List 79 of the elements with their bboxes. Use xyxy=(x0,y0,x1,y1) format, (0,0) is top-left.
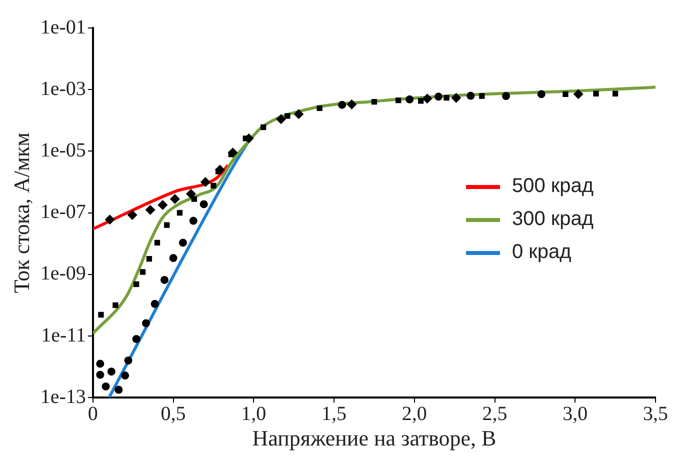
point xyxy=(260,124,266,130)
point xyxy=(284,113,290,119)
y-tick-label: 1e-07 xyxy=(40,201,86,224)
point xyxy=(145,204,156,215)
point xyxy=(96,370,104,379)
point xyxy=(406,95,414,104)
point xyxy=(107,368,116,376)
point xyxy=(112,302,118,308)
point xyxy=(466,92,475,100)
x-tick-label: 1,5 xyxy=(322,402,347,425)
point xyxy=(276,114,286,124)
point xyxy=(189,216,198,225)
point xyxy=(502,92,510,100)
point xyxy=(210,182,216,188)
point xyxy=(132,334,140,343)
point xyxy=(396,97,402,104)
point xyxy=(186,188,196,199)
y-tick-label: 1e-11 xyxy=(41,324,86,346)
point xyxy=(479,93,485,99)
point xyxy=(114,386,123,394)
point xyxy=(178,238,187,247)
line-series xyxy=(92,164,230,230)
point xyxy=(294,109,304,120)
point xyxy=(102,382,110,390)
point xyxy=(200,177,210,187)
x-axis-title: Напряжение на затворе, В xyxy=(252,426,496,451)
point xyxy=(612,90,618,96)
y-tick-label: 1e-13 xyxy=(40,386,86,408)
point xyxy=(104,214,115,225)
x-tick-label: 2,0 xyxy=(402,402,427,425)
line-series xyxy=(92,86,656,336)
point xyxy=(338,100,346,109)
point xyxy=(418,98,424,104)
y-tick-label: 1e-09 xyxy=(40,262,86,285)
x-tick-label: 3,5 xyxy=(643,402,668,425)
point xyxy=(121,372,130,380)
point xyxy=(191,196,198,202)
point xyxy=(169,254,178,262)
point xyxy=(451,92,462,103)
point xyxy=(142,319,150,328)
y-tick-label: 1e-05 xyxy=(40,139,86,162)
point xyxy=(150,300,159,308)
point xyxy=(127,210,138,220)
legend-label: 0 крад xyxy=(512,241,572,264)
x-tick-label: 2,5 xyxy=(482,402,508,425)
point xyxy=(164,222,170,228)
point xyxy=(346,99,357,110)
point xyxy=(158,200,168,210)
point xyxy=(573,89,584,100)
y-tick-label: 1e-01 xyxy=(40,16,86,38)
point xyxy=(593,90,599,96)
point xyxy=(422,94,432,104)
point xyxy=(134,281,140,288)
point xyxy=(96,360,104,368)
point xyxy=(228,148,238,158)
point xyxy=(200,200,208,208)
point xyxy=(124,356,132,365)
point xyxy=(170,194,180,204)
point xyxy=(98,312,104,318)
point xyxy=(444,95,450,101)
x-tick-label: 1,0 xyxy=(241,402,266,425)
point xyxy=(214,164,225,175)
x-tick-label: 0 xyxy=(88,402,98,425)
point xyxy=(140,269,146,275)
point xyxy=(434,92,443,101)
point xyxy=(537,90,546,98)
point xyxy=(154,240,160,246)
point xyxy=(176,210,183,216)
point xyxy=(146,256,152,262)
point xyxy=(562,91,568,98)
x-tick-label: 3,0 xyxy=(562,402,588,425)
point xyxy=(160,276,168,284)
point xyxy=(371,99,378,105)
y-tick-label: 1e-03 xyxy=(40,78,86,100)
point xyxy=(316,105,322,111)
legend-label: 300 крад xyxy=(512,208,594,231)
x-tick-label: 0,5 xyxy=(160,402,186,425)
y-axis-title: Ток стока, А/мкм xyxy=(8,132,34,294)
legend-label: 500 крад xyxy=(512,175,594,198)
